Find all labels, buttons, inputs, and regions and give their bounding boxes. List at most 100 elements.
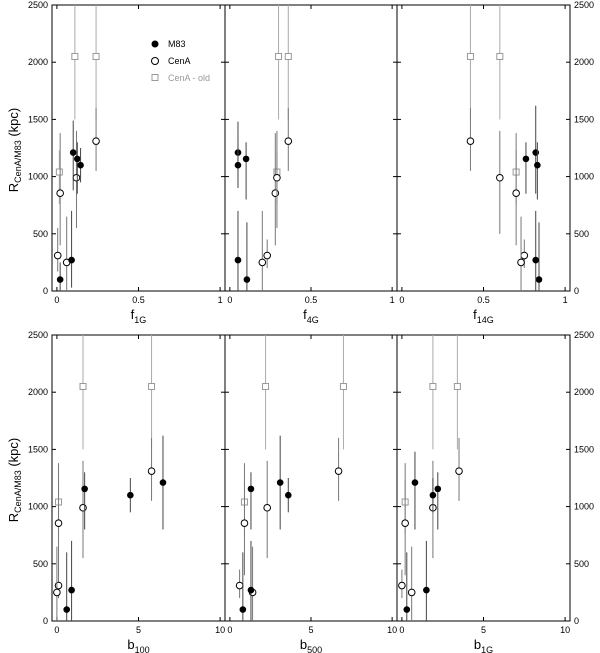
- data-point-m83: [522, 155, 530, 163]
- x-tick-label: 1: [218, 295, 223, 305]
- data-point-m83: [411, 479, 419, 486]
- data-point-cena: [240, 519, 249, 527]
- x-tick-label: 0.5: [305, 295, 318, 305]
- legend-marker-cena-old: [151, 74, 159, 81]
- y-tick-label-right: 1000: [574, 502, 594, 512]
- y-tick-label: 1500: [28, 444, 48, 454]
- y-tick-label-right: 0: [574, 616, 579, 626]
- legend-label-cena: CenA: [168, 56, 191, 66]
- panel-6: 0 5 10 0 500 1000 1500 2000 2500 b1G: [396, 330, 594, 653]
- y-tick-label-right: 2500: [574, 0, 594, 10]
- data-point-m83: [423, 586, 430, 594]
- x-tick-label: 1: [390, 295, 395, 305]
- data-point-cena: [520, 251, 529, 260]
- data-point-cena: [56, 189, 64, 197]
- y-tick-label-right: 1000: [574, 172, 594, 182]
- x-axis-label-main: b: [300, 637, 307, 652]
- x-tick-label: 0.5: [477, 295, 490, 305]
- data-point-cena: [53, 251, 62, 260]
- legend-marker-m83: [151, 40, 159, 48]
- data-point-cena-old: [71, 52, 79, 60]
- ylabel-bottom: RCenA/M83 (kpc): [6, 438, 23, 522]
- data-point-cena: [53, 588, 61, 597]
- data-point-m83: [535, 276, 543, 283]
- x-tick-label: 0: [399, 625, 404, 635]
- data-point-m83: [247, 586, 255, 594]
- data-point-cena: [284, 137, 293, 145]
- y-tick-label: 0: [43, 286, 48, 296]
- x-axis-label-sub: 1G: [134, 315, 146, 325]
- data-point-m83: [534, 161, 541, 169]
- data-point-m83: [234, 256, 242, 264]
- data-point-cena: [72, 173, 81, 182]
- data-point-cena: [466, 137, 475, 145]
- data-point-cena-old: [339, 382, 347, 390]
- data-point-cena: [263, 503, 271, 512]
- data-point-cena: [258, 258, 267, 267]
- data-point-cena-old: [55, 168, 63, 176]
- data-point-cena-old: [262, 382, 270, 390]
- panel-frame: [51, 4, 226, 292]
- data-point-m83: [239, 606, 247, 613]
- data-point-cena: [263, 251, 271, 260]
- y-tick-label: 1000: [28, 172, 48, 182]
- y-tick-label: 500: [33, 229, 48, 239]
- data-point-m83: [429, 491, 437, 499]
- data-point-m83: [234, 161, 242, 169]
- x-tick-label: 10: [215, 625, 225, 635]
- y-tick-label: 1500: [28, 114, 48, 124]
- y-tick-label: 2000: [28, 57, 48, 67]
- y-tick-label-right: 2000: [574, 387, 594, 397]
- data-point-m83: [68, 256, 75, 264]
- y-tick-label: 500: [33, 559, 48, 569]
- y-tick-label: 0: [43, 616, 48, 626]
- data-point-m83: [242, 155, 250, 163]
- x-tick-label: 10: [560, 625, 570, 635]
- x-axis-label-main: b: [127, 637, 134, 652]
- x-tick-label: 0.5: [132, 295, 145, 305]
- data-point-cena: [496, 173, 504, 182]
- data-point-m83: [243, 276, 251, 283]
- y-tick-label: 2000: [28, 387, 48, 397]
- data-point-cena-old: [79, 382, 87, 390]
- y-tick-label-right: 1500: [574, 444, 594, 454]
- data-point-m83: [68, 586, 75, 594]
- x-axis-label-sub: 14G: [477, 315, 494, 325]
- data-point-cena-old: [148, 382, 156, 390]
- data-point-m83: [434, 485, 442, 493]
- ylabel-top-unit: (kpc): [6, 108, 21, 141]
- y-tick-label-right: 0: [574, 286, 579, 296]
- x-tick-label: 0: [227, 295, 232, 305]
- ylabel-bottom-sub: CenA/M83: [13, 470, 23, 513]
- x-axis-label-main: f: [473, 307, 477, 322]
- panel-5: 0 5 10 b500: [224, 334, 398, 653]
- x-axis-label-main: b: [474, 637, 481, 652]
- data-point-cena: [401, 519, 409, 527]
- y-tick-label-right: 500: [574, 559, 589, 569]
- x-axis-label-sub: 4G: [307, 315, 319, 325]
- x-axis-label-main: f: [131, 307, 135, 322]
- data-point-m83: [159, 479, 167, 486]
- panel-frame: [396, 334, 571, 622]
- x-tick-label: 0: [399, 295, 404, 305]
- x-axis-label: b1G: [474, 637, 493, 653]
- data-point-cena-old: [275, 52, 283, 60]
- data-point-cena: [455, 467, 463, 475]
- ylabel-top-sub: CenA/M83: [13, 140, 23, 183]
- data-point-cena-old: [466, 52, 474, 60]
- x-axis-label: b500: [300, 637, 322, 653]
- data-point-cena: [235, 581, 244, 590]
- x-axis-label-sub: 1G: [481, 645, 493, 653]
- x-axis-label-sub: 100: [135, 645, 150, 653]
- panel-1: 0 0.5 1 0 500 1000 1500 2000 2500 f1G: [28, 0, 226, 325]
- x-axis-label-sub: 500: [307, 645, 322, 653]
- legend-label-cena-old: CenA - old: [168, 73, 210, 83]
- data-point-cena-old: [284, 52, 292, 60]
- x-tick-label: 0: [227, 625, 232, 635]
- legend: M83 CenA CenA - old: [151, 39, 210, 83]
- data-point-cena: [147, 467, 156, 475]
- data-point-cena: [271, 189, 280, 197]
- data-point-cena: [273, 173, 281, 182]
- legend-marker-cena: [151, 57, 159, 65]
- ylabel-bottom-main: R: [6, 513, 21, 522]
